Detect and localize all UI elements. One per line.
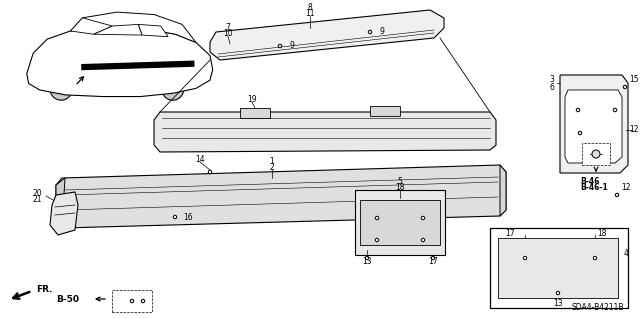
Circle shape: [421, 238, 425, 242]
Circle shape: [375, 216, 379, 220]
Polygon shape: [498, 238, 618, 298]
Text: 8: 8: [308, 4, 312, 12]
Polygon shape: [138, 24, 168, 37]
Text: 16: 16: [183, 212, 193, 221]
Circle shape: [615, 193, 619, 197]
Circle shape: [368, 30, 372, 34]
Circle shape: [365, 256, 369, 260]
Circle shape: [593, 256, 596, 260]
Circle shape: [208, 170, 212, 174]
Circle shape: [592, 150, 600, 158]
Circle shape: [593, 153, 596, 157]
Text: 2: 2: [269, 164, 275, 173]
Polygon shape: [500, 165, 506, 216]
Bar: [490, 228, 628, 308]
Text: 19: 19: [247, 95, 257, 105]
Text: 15: 15: [629, 76, 639, 85]
Polygon shape: [370, 106, 400, 116]
Circle shape: [173, 215, 177, 219]
Text: 9: 9: [380, 26, 385, 35]
Text: B-46-1: B-46-1: [580, 183, 608, 192]
Text: 10: 10: [223, 29, 233, 39]
Text: B-50: B-50: [56, 294, 79, 303]
Text: 9: 9: [289, 41, 294, 49]
Circle shape: [556, 291, 560, 295]
Text: 4: 4: [623, 249, 628, 257]
Text: 13: 13: [362, 257, 372, 266]
Text: 11: 11: [305, 10, 315, 19]
Circle shape: [431, 256, 435, 260]
Text: 17: 17: [505, 228, 515, 238]
Text: 12: 12: [621, 183, 631, 192]
Text: 1: 1: [269, 158, 275, 167]
Text: 14: 14: [195, 155, 205, 165]
Text: 5: 5: [397, 177, 403, 187]
Text: B-46: B-46: [580, 176, 600, 186]
Text: SDA4-B4211B: SDA4-B4211B: [572, 303, 625, 313]
Polygon shape: [560, 75, 628, 173]
Circle shape: [421, 216, 425, 220]
Text: 7: 7: [225, 24, 230, 33]
Polygon shape: [93, 24, 142, 35]
Bar: [582, 143, 610, 165]
Text: 13: 13: [553, 300, 563, 308]
Polygon shape: [56, 165, 506, 228]
Polygon shape: [565, 90, 622, 163]
Polygon shape: [210, 10, 444, 60]
Polygon shape: [56, 178, 65, 228]
Circle shape: [141, 299, 145, 303]
Polygon shape: [27, 26, 212, 97]
Circle shape: [524, 256, 527, 260]
Polygon shape: [360, 200, 440, 245]
Circle shape: [375, 238, 379, 242]
Bar: [112, 290, 152, 312]
Polygon shape: [70, 18, 112, 34]
Circle shape: [162, 78, 184, 100]
Circle shape: [50, 78, 72, 100]
Polygon shape: [50, 192, 78, 235]
Polygon shape: [70, 12, 196, 42]
Circle shape: [576, 108, 580, 112]
Polygon shape: [240, 108, 270, 118]
Text: 18: 18: [396, 183, 404, 192]
Text: 3: 3: [550, 76, 554, 85]
Circle shape: [131, 299, 134, 303]
Text: 6: 6: [550, 83, 554, 92]
Circle shape: [278, 44, 282, 48]
Polygon shape: [154, 112, 496, 152]
Circle shape: [623, 85, 627, 89]
Text: FR.: FR.: [36, 285, 52, 293]
Text: 21: 21: [32, 196, 42, 204]
Text: 17: 17: [428, 257, 438, 266]
Circle shape: [613, 108, 617, 112]
Text: 20: 20: [32, 189, 42, 198]
Polygon shape: [355, 190, 445, 255]
Text: 18: 18: [597, 228, 607, 238]
Circle shape: [579, 131, 582, 135]
Text: 12: 12: [629, 125, 639, 135]
